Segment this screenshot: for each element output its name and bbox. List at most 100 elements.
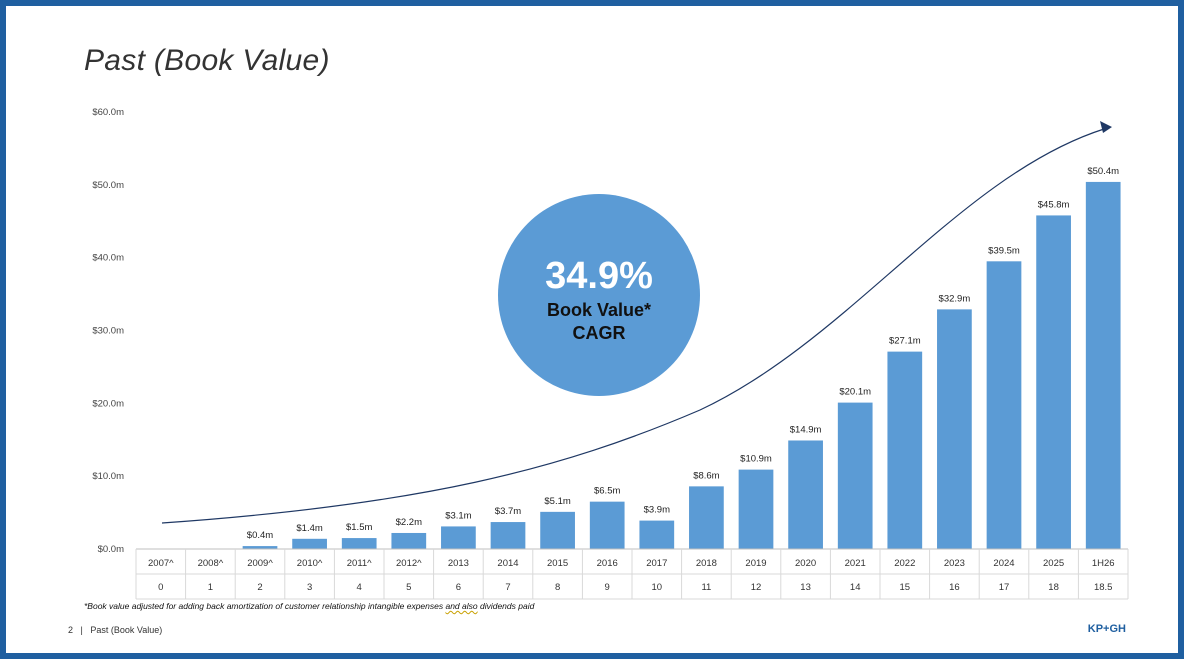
y-tick-label: $10.0m bbox=[92, 471, 124, 482]
bar-2016 bbox=[589, 501, 625, 549]
y-tick-label: $20.0m bbox=[92, 398, 124, 409]
period-index-label: 18 bbox=[1048, 582, 1059, 593]
data-label: $3.1m bbox=[445, 510, 471, 521]
footer-separator: | bbox=[80, 625, 83, 635]
data-label: $20.1m bbox=[839, 387, 871, 398]
footnote: *Book value adjusted for adding back amo… bbox=[84, 601, 534, 611]
x-tick-label: 2007^ bbox=[148, 558, 174, 569]
period-index-label: 0 bbox=[158, 582, 163, 593]
footer-section: Past (Book Value) bbox=[90, 625, 163, 635]
data-label: $14.9m bbox=[790, 424, 822, 435]
data-label: $8.6m bbox=[693, 470, 719, 481]
bar-2022 bbox=[887, 351, 923, 549]
x-tick-label: 2010^ bbox=[297, 558, 323, 569]
x-tick-label: 2015 bbox=[547, 558, 568, 569]
x-tick-label: 2021 bbox=[845, 558, 866, 569]
footnote-text-marked: and also bbox=[445, 601, 478, 611]
bar-2011 bbox=[341, 538, 377, 549]
bar-2015 bbox=[540, 511, 575, 549]
period-index-label: 3 bbox=[307, 582, 312, 593]
bar-2009 bbox=[242, 546, 278, 549]
period-index-label: 10 bbox=[652, 582, 663, 593]
bar-2014 bbox=[490, 522, 526, 549]
bar-2018 bbox=[689, 486, 724, 549]
period-index-label: 16 bbox=[949, 582, 960, 593]
data-labels-group: $0.4m $1.4m $1.5m $2.2m $3.1m $3.7m $5.1m $6.5m… bbox=[247, 166, 1119, 541]
x-tick-label: 2012^ bbox=[396, 558, 422, 569]
x-tick-label: 2016 bbox=[597, 558, 618, 569]
data-label: $45.8m bbox=[1038, 199, 1070, 210]
period-index-label: 7 bbox=[505, 582, 510, 593]
period-index-label: 8 bbox=[555, 582, 560, 593]
cagr-label-line1: Book Value* bbox=[547, 300, 651, 320]
y-tick-label: $60.0m bbox=[92, 107, 124, 118]
period-index-label: 4 bbox=[357, 582, 362, 593]
data-label: $3.9m bbox=[644, 505, 670, 516]
bar-2020 bbox=[788, 440, 823, 549]
footnote-text-start: *Book value adjusted for adding back amo… bbox=[84, 601, 446, 611]
period-index-label: 17 bbox=[999, 582, 1010, 593]
y-tick-label: $30.0m bbox=[92, 326, 124, 337]
bar-2021 bbox=[837, 402, 873, 549]
x-tick-label: 2009^ bbox=[247, 558, 273, 569]
bar-1H26 bbox=[1085, 181, 1121, 550]
bar-2013 bbox=[441, 526, 476, 549]
brand-logo-text: KP+GH bbox=[1087, 623, 1126, 635]
category-table: 2007^ 0 2008^ 1 2009^ 2 2010^ 3 2011^ 4 2012^ 5 2013… bbox=[135, 548, 1129, 600]
bar-2025 bbox=[1036, 215, 1071, 549]
x-tick-label: 2008^ bbox=[198, 558, 224, 569]
period-index-label: 9 bbox=[605, 582, 610, 593]
data-label: $10.9m bbox=[740, 454, 772, 465]
data-label: $3.7m bbox=[495, 506, 521, 517]
x-tick-label: 2022 bbox=[894, 558, 915, 569]
period-index-label: 2 bbox=[257, 582, 262, 593]
cagr-label-line2: CAGR bbox=[573, 323, 626, 343]
period-index-label: 12 bbox=[751, 582, 762, 593]
bar-2023 bbox=[937, 309, 972, 549]
x-tick-label: 2019 bbox=[745, 558, 766, 569]
y-tick-label: $40.0m bbox=[92, 253, 124, 264]
footnote-text-end: dividends paid bbox=[477, 601, 535, 611]
period-index-label: 15 bbox=[900, 582, 911, 593]
data-label: $50.4m bbox=[1087, 166, 1119, 177]
x-tick-label: 2023 bbox=[944, 558, 965, 569]
data-label: $39.5m bbox=[988, 245, 1020, 256]
cagr-value: 34.9% bbox=[545, 255, 653, 297]
data-label: $32.9m bbox=[939, 293, 971, 304]
growth-trend-arrow bbox=[161, 128, 1105, 524]
data-label: $27.1m bbox=[889, 336, 921, 347]
slide-footer: 2 | Past (Book Value) bbox=[68, 625, 162, 635]
period-index-label: 13 bbox=[800, 582, 811, 593]
period-index-label: 11 bbox=[701, 582, 711, 593]
data-label: $5.1m bbox=[544, 496, 570, 507]
x-tick-label: 2017 bbox=[646, 558, 667, 569]
x-tick-label: 2025 bbox=[1043, 558, 1064, 569]
x-tick-label: 2018 bbox=[696, 558, 717, 569]
page-number: 2 bbox=[68, 625, 74, 635]
data-label: $1.4m bbox=[296, 523, 322, 534]
y-tick-label: $50.0m bbox=[92, 180, 124, 191]
data-label: $6.5m bbox=[594, 486, 620, 497]
period-index-label: 18.5 bbox=[1094, 582, 1113, 593]
bar-2017 bbox=[639, 520, 675, 549]
slide-title: Past (Book Value) bbox=[84, 44, 330, 77]
y-tick-label: $0.0m bbox=[98, 544, 124, 555]
bar-2024 bbox=[986, 261, 1022, 549]
x-tick-label: 2020 bbox=[795, 558, 816, 569]
growth-arrow-head bbox=[1100, 121, 1112, 133]
bar-2019 bbox=[738, 469, 774, 549]
x-tick-label: 2013 bbox=[448, 558, 469, 569]
x-tick-label: 2024 bbox=[993, 558, 1014, 569]
cagr-callout-circle bbox=[498, 194, 700, 396]
data-label: $2.2m bbox=[396, 517, 422, 528]
data-label: $1.5m bbox=[346, 522, 372, 533]
bar-2012 bbox=[391, 532, 427, 549]
period-index-label: 1 bbox=[208, 582, 213, 593]
period-index-label: 14 bbox=[850, 582, 861, 593]
period-index-label: 6 bbox=[456, 582, 461, 593]
period-index-label: 5 bbox=[406, 582, 411, 593]
bars-group bbox=[242, 181, 1121, 550]
x-tick-label: 2011^ bbox=[347, 558, 372, 569]
x-tick-label: 1H26 bbox=[1092, 558, 1115, 569]
